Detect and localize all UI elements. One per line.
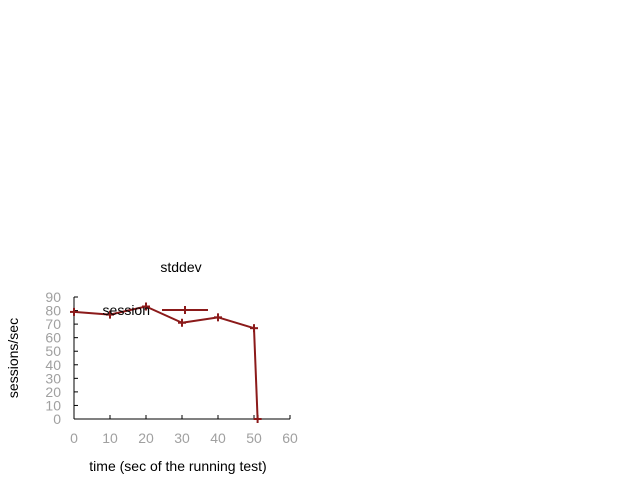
y-tick-label: 90 xyxy=(45,289,61,305)
x-tick-labels: 0 10 20 30 40 50 60 xyxy=(70,430,298,446)
data-point-session xyxy=(214,313,222,322)
x-axis-title: time (sec of the running test) xyxy=(89,458,266,474)
data-point-session xyxy=(70,307,78,316)
series-line-session xyxy=(73,305,259,420)
x-tick-label: 60 xyxy=(282,430,298,446)
x-tick-label: 30 xyxy=(174,430,190,446)
data-point-session xyxy=(250,324,258,333)
y-tick-label: 40 xyxy=(45,357,61,373)
y-tick-label: 30 xyxy=(45,370,61,386)
series-layer xyxy=(70,302,262,423)
y-tick-label: 10 xyxy=(45,397,61,413)
x-tick-label: 50 xyxy=(246,430,262,446)
chart-title: stddev xyxy=(160,259,201,275)
x-tick-label: 40 xyxy=(210,430,226,446)
x-tick-label: 0 xyxy=(70,430,78,446)
y-tick-label: 80 xyxy=(45,303,61,319)
legend-marker-plus xyxy=(181,306,189,314)
y-tick-label: 20 xyxy=(45,384,61,400)
y-tick-label: 60 xyxy=(45,330,61,346)
data-point-session xyxy=(253,415,262,423)
y-axis-title: sessions/sec xyxy=(5,318,21,398)
legend-label-session: session xyxy=(103,302,150,318)
y-tick-label: 70 xyxy=(45,316,61,332)
y-tick-label: 50 xyxy=(45,343,61,359)
data-point-session xyxy=(178,318,186,327)
data-point-session xyxy=(142,302,150,311)
data-point-session xyxy=(106,310,114,319)
x-tick-label: 20 xyxy=(138,430,154,446)
legend-marker-session xyxy=(181,306,189,314)
legend: session xyxy=(103,302,208,318)
x-tick-label: 10 xyxy=(102,430,118,446)
y-tick-label: 0 xyxy=(53,411,61,427)
